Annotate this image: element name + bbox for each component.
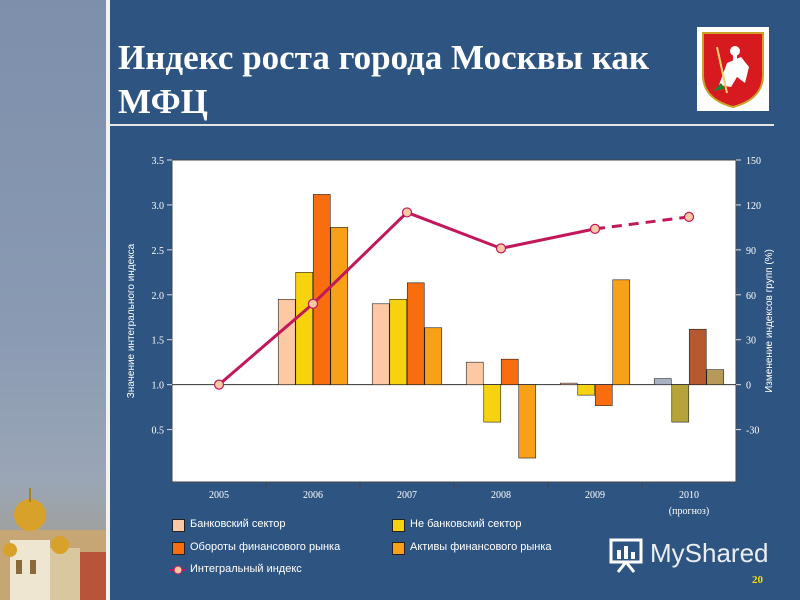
slide-title: Индекс роста города Москвы как МФЦ <box>118 38 650 121</box>
x-tick-label: 2006 <box>303 490 323 501</box>
chart-area: 0.5 1.0 1.5 2.0 2.5 3.0 3.5 -30 0 30 60 90 120 150 Зна… <box>126 156 775 517</box>
legend-swatch <box>392 519 405 532</box>
legend-label: Интегральный индекс <box>190 563 302 575</box>
y-right-tick-label: 60 <box>746 291 756 302</box>
moscow-coat-of-arms-icon <box>697 27 769 111</box>
y-right-tick-label: 90 <box>746 246 756 257</box>
sidebar-panel <box>0 0 106 600</box>
x-tick-label: 2007 <box>397 490 417 501</box>
legend-swatch <box>172 519 185 532</box>
bar-series-1 <box>559 382 578 385</box>
legend-label: Обороты финансового рынка <box>190 541 341 553</box>
title-rule <box>110 124 774 126</box>
bar-series-4 <box>518 384 537 459</box>
plot-background <box>171 159 737 483</box>
y-left-tick-label: 1.5 <box>152 336 165 347</box>
y-right-tick-label: 120 <box>746 201 761 212</box>
bar-series-2 <box>577 384 596 396</box>
integral-index-point <box>213 379 225 390</box>
integral-index-point <box>307 298 319 309</box>
bar-series-1 <box>277 298 296 385</box>
bar-series-4 <box>330 227 349 385</box>
y-right-tick-label: 0 <box>746 381 751 392</box>
watermark-text: MyShared <box>650 538 769 568</box>
bar-series-2 <box>389 298 408 385</box>
y-right-tick-label: 30 <box>746 336 756 347</box>
y-right-tick-label: -30 <box>746 426 759 437</box>
bar-series-4 <box>612 279 631 385</box>
cathedral-picture <box>0 488 106 600</box>
y-left-tick-label: 2.0 <box>152 291 165 302</box>
bar-series-1 <box>653 378 672 385</box>
presentation-board-icon <box>609 538 643 573</box>
integral-index-point <box>401 207 413 218</box>
bar-series-4 <box>424 327 443 385</box>
y-left-tick-label: 2.5 <box>152 246 165 257</box>
y-left-axis-title: Значение интегрального индекса <box>126 243 137 398</box>
bar-series-3 <box>688 328 707 385</box>
legend-swatch <box>172 542 185 555</box>
slide-divider <box>106 0 110 600</box>
legend-label: Не банковский сектор <box>410 518 522 530</box>
bar-series-3 <box>406 282 425 385</box>
legend-swatch <box>392 542 405 555</box>
legend-line-marker-icon <box>170 565 186 575</box>
legend-label: Банковский сектор <box>190 518 286 530</box>
bar-series-2 <box>483 384 502 423</box>
x-tick-sublabel: (прогноз) <box>669 506 709 517</box>
x-tick-label: 2008 <box>491 490 511 501</box>
integral-index-point <box>683 211 695 223</box>
x-tick-label: 2009 <box>585 490 605 501</box>
watermark: MyShared <box>608 536 788 574</box>
y-left-tick-label: 3.0 <box>152 201 165 212</box>
x-tick-label: 2005 <box>209 490 229 501</box>
bar-series-1 <box>371 303 390 385</box>
y-left-tick-label: 3.5 <box>152 156 165 167</box>
legend-label: Активы финансового рынка <box>410 541 552 553</box>
bar-series-3 <box>594 384 613 406</box>
integral-index-point <box>589 223 601 234</box>
y-right-tick-label: 150 <box>746 156 761 167</box>
y-left-tick-label: 1.0 <box>152 381 165 392</box>
bar-series-2 <box>671 384 690 423</box>
bar-series-1 <box>465 361 484 385</box>
y-left-tick-label: 0.5 <box>152 426 165 437</box>
bar-series-2 <box>295 272 314 385</box>
x-tick-label: 2010 <box>679 490 699 501</box>
page-number: 20 <box>752 574 763 586</box>
integral-index-point <box>495 243 507 254</box>
bar-series-4 <box>706 369 725 385</box>
bar-series-3 <box>312 194 331 385</box>
y-right-axis-title: Изменение индексов групп (%) <box>764 249 775 393</box>
bar-series-3 <box>500 358 519 385</box>
